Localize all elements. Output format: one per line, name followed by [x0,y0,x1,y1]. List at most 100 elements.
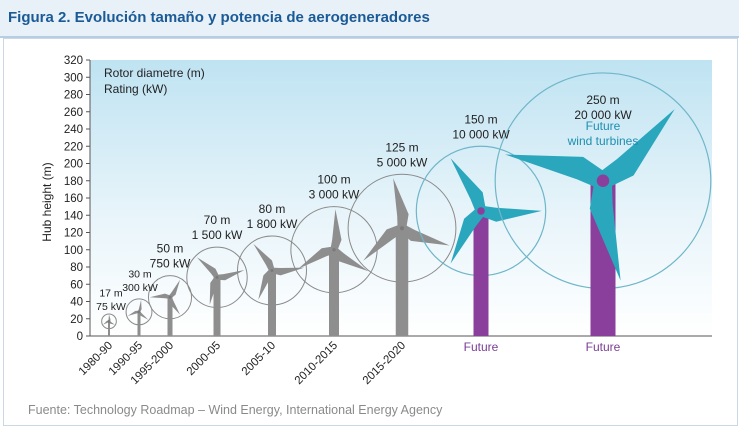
blade [450,158,486,214]
y-tick-label: 260 [64,107,83,119]
blade [258,269,275,300]
blade [330,209,342,250]
blade [271,267,305,276]
hub [137,310,141,314]
hub [107,319,111,323]
blade [450,208,486,264]
future-annotation-sub: wind turbines [567,134,639,148]
rotor-diameter-label: 70 m [204,213,231,227]
y-tick-label: 160 [64,193,83,205]
tower [137,311,141,336]
tower [473,210,489,336]
y-tick-label: 40 [70,297,83,309]
future-annotation: Future [586,119,621,133]
tower [213,277,221,336]
y-tick-label: 0 [77,331,83,343]
rotor-diameter-label: 80 m [259,202,286,216]
blade [108,314,111,322]
turbine-3 [147,275,193,336]
blade [481,205,542,222]
y-tick-label: 240 [64,124,83,136]
x-category-label: 2005-10 [240,340,278,378]
tower [268,270,276,336]
blade [298,246,336,269]
blade [505,154,606,190]
source-note: Fuente: Technology Roadmap – Wind Energy… [28,403,443,417]
title-bar: Figura 2. Evolución tamaño y potencia de… [0,0,739,38]
rating-label: 5 000 kW [377,155,428,169]
y-tick-label: 60 [70,279,83,291]
rating-label: 75 kW [96,301,126,313]
blade [393,178,409,229]
hub [168,295,172,299]
y-tick-label: 180 [64,176,83,188]
blade [149,293,170,299]
hub [332,248,336,252]
rotor-diameter-label: 100 m [317,173,350,187]
tower [329,249,339,336]
y-tick-label: 80 [70,262,83,274]
blade [127,310,140,316]
y-tick-label: 20 [70,314,83,326]
x-category-label: Future [464,340,499,354]
turbine-9 [494,72,712,336]
y-tick-label: 300 [64,72,83,84]
y-tick-label: 220 [64,141,83,153]
rotor-diameter-label: 250 m [586,93,619,107]
legend-entry: Rotor diametre (m) [104,66,205,80]
rating-label: 3 000 kW [309,188,360,202]
blade [137,299,142,312]
hub [596,174,610,187]
rating-label: 20 000 kW [574,108,632,122]
rotor-diameter-label: 150 m [464,112,497,126]
rating-label: 1 500 kW [192,228,243,242]
y-tick-label: 320 [64,55,83,67]
rotor-diameter-label: 50 m [157,242,184,256]
blade [363,224,405,261]
y-tick-label: 280 [64,90,83,102]
x-category-label: 2015-2020 [361,340,408,387]
rotor-diameter-label: 17 m [99,288,123,300]
tower [167,297,173,336]
blade [596,109,675,188]
tower [108,321,110,336]
turbine-5 [237,235,307,336]
blade [209,276,220,305]
hub [215,275,219,279]
rotor-diameter-label: 125 m [385,140,418,154]
blade [196,257,219,280]
rating-label: 10 000 kW [452,127,510,141]
blade [332,246,369,272]
rating-label: 1 800 kW [247,217,298,231]
tower [395,228,409,336]
blade [168,279,181,299]
y-tick-label: 140 [64,210,83,222]
y-tick-label: 100 [64,245,83,257]
blade [138,311,149,320]
figure-title: Figura 2. Evolución tamaño y potencia de… [8,9,430,26]
turbine-7 [347,173,457,336]
x-category-label: 2000-05 [185,340,223,378]
turbine-4 [186,246,248,336]
blade [168,296,181,315]
rating-label: 300 kW [122,282,158,294]
y-tick-label: 200 [64,159,83,171]
x-category-label: Future [586,340,621,354]
y-tick-label: 120 [64,228,83,240]
turbine-8 [415,145,547,336]
blade [589,179,621,281]
hub [399,226,405,231]
turbine-1 [101,313,117,336]
turbine-2 [125,298,153,336]
hub [477,207,485,215]
blade [400,224,450,246]
x-category-label: 2010-2015 [293,340,340,387]
y-axis-label: Hub height (m) [40,162,54,241]
rating-label: 750 kW [150,257,191,271]
legend-entry: Rating (kW) [104,82,167,96]
rotor-diameter-label: 30 m [128,268,152,280]
hub [270,268,274,272]
blade [253,243,275,273]
